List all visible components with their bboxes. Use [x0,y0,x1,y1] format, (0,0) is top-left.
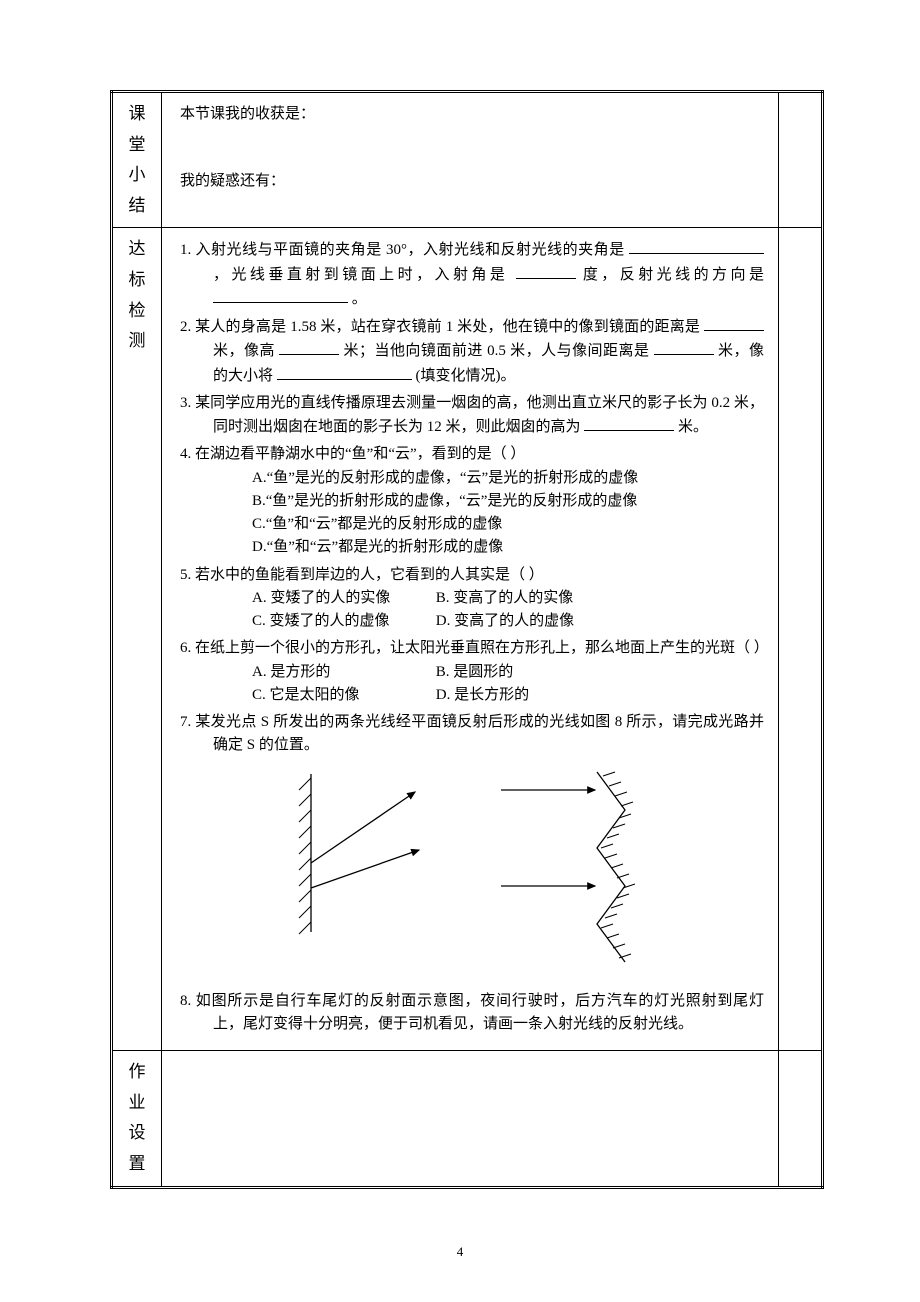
q5-opt-a: A. 变矮了的人的实像 [252,587,417,610]
blank [279,339,339,355]
q5-stem: 5. 若水中的鱼能看到岸边的人，它看到的人其实是（ ） [180,567,544,583]
blank [629,238,764,254]
q8-stem: 8. 如图所示是自行车尾灯的反射面示意图，夜间行驶时，后方汽车的灯光照射到尾灯上… [180,993,764,1032]
blank [213,287,348,303]
label-char: 检 [115,296,159,327]
label-char: 堂 [115,130,159,161]
label-char: 测 [115,326,159,357]
blank [704,315,764,331]
summary-label: 课 堂 小 结 [112,92,162,228]
retroreflector-diagram [497,768,657,978]
q2-text-a: 2. 某人的身高是 1.58 米，站在穿衣镜前 1 米处，他在镜中的像到镜面的距… [180,319,700,335]
quiz-content: 1. 入射光线与平面镜的夹角是 30°，入射光线和反射光线的夹角是 ，光线垂直射… [162,228,779,1051]
label-char: 标 [115,265,159,296]
q4-opt-b: B.“鱼”是光的折射形成的虚像，“云”是光的反射形成的虚像 [252,490,764,513]
homework-notes [779,1051,823,1187]
q7-stem: 7. 某发光点 S 所发出的两条光线经平面镜反射后形成的光线如图 8 所示，请完… [180,714,764,753]
summary-row: 课 堂 小 结 本节课我的收获是： 我的疑惑还有： [112,92,823,228]
question-6: 6. 在纸上剪一个很小的方形孔，让太阳光垂直照在方形孔上，那么地面上产生的光斑（… [180,637,764,707]
homework-content [162,1051,779,1187]
homework-row: 作 业 设 置 [112,1051,823,1187]
homework-label: 作 业 设 置 [112,1051,162,1187]
q6-opt-d: D. 是长方形的 [436,684,601,707]
question-4: 4. 在湖边看平静湖水中的“鱼”和“云”，看到的是（ ） A.“鱼”是光的反射形… [180,443,764,559]
blank [654,339,714,355]
figure-row [180,768,764,978]
label-char: 课 [115,99,159,130]
worksheet-table: 课 堂 小 结 本节课我的收获是： 我的疑惑还有： 达 标 [110,90,824,1189]
q6-stem: 6. 在纸上剪一个很小的方形孔，让太阳光垂直照在方形孔上，那么地面上产生的光斑（… [180,640,769,656]
q4-opt-a: A.“鱼”是光的反射形成的虚像，“云”是光的折射形成的虚像 [252,467,764,490]
worksheet-page: 课 堂 小 结 本节课我的收获是： 我的疑惑还有： 达 标 [0,0,920,1302]
summary-content: 本节课我的收获是： 我的疑惑还有： [162,92,779,228]
question-5: 5. 若水中的鱼能看到岸边的人，它看到的人其实是（ ） A. 变矮了的人的实像 … [180,564,764,634]
label-char: 业 [115,1088,159,1119]
q1-text-b: ，光线垂直射到镜面上时，入射角是 [213,267,508,283]
q2-text-e: (填变化情况)。 [416,368,516,384]
quiz-label: 达 标 检 测 [112,228,162,1051]
q3-text-b: 米。 [678,419,708,435]
q2-text-c: 米；当他向镜面前进 0.5 米，人与像间距离是 [343,343,649,359]
q1-text-a: 1. 入射光线与平面镜的夹角是 30°，入射光线和反射光线的夹角是 [180,242,625,258]
q6-opt-a: A. 是方形的 [252,661,417,684]
question-2: 2. 某人的身高是 1.58 米，站在穿衣镜前 1 米处，他在镜中的像到镜面的距… [180,315,764,388]
q1-text-d: 。 [352,291,367,307]
q4-opt-c: C.“鱼”和“云”都是光的反射形成的虚像 [252,513,764,536]
q5-opt-d: D. 变高了的人的虚像 [436,610,601,633]
q3-text-a: 3. 某同学应用光的直线传播原理去测量一烟囱的高，他测出直立米尺的影子长为 0.… [180,395,764,435]
summary-notes [779,92,823,228]
q4-stem: 4. 在湖边看平静湖水中的“鱼”和“云”，看到的是（ ） [180,446,525,462]
q6-opt-b: B. 是圆形的 [436,661,601,684]
question-7: 7. 某发光点 S 所发出的两条光线经平面镜反射后形成的光线如图 8 所示，请完… [180,711,764,758]
quiz-notes [779,228,823,1051]
mirror-diagram [287,768,437,938]
question-3: 3. 某同学应用光的直线传播原理去测量一烟囱的高，他测出直立米尺的影子长为 0.… [180,392,764,440]
question-8: 8. 如图所示是自行车尾灯的反射面示意图，夜间行驶时，后方汽车的灯光照射到尾灯上… [180,990,764,1037]
q2-text-b: 米，像高 [213,343,275,359]
summary-gain: 本节课我的收获是： [180,103,764,126]
label-char: 设 [115,1118,159,1149]
summary-doubt: 我的疑惑还有： [180,170,764,193]
label-char: 结 [115,191,159,222]
quiz-row: 达 标 检 测 1. 入射光线与平面镜的夹角是 30°，入射光线和反射光线的夹角… [112,228,823,1051]
q5-opt-c: C. 变矮了的人的虚像 [252,610,417,633]
blank [516,263,576,279]
blank [584,415,674,431]
q4-opt-d: D.“鱼”和“云”都是光的折射形成的虚像 [252,536,764,559]
question-1: 1. 入射光线与平面镜的夹角是 30°，入射光线和反射光线的夹角是 ，光线垂直射… [180,238,764,311]
q5-opt-b: B. 变高了的人的实像 [436,587,601,610]
label-char: 达 [115,234,159,265]
q1-text-c: 度，反射光线的方向是 [583,267,764,283]
label-char: 置 [115,1149,159,1180]
label-char: 作 [115,1057,159,1088]
q6-opt-c: C. 它是太阳的像 [252,684,417,707]
page-number: 4 [0,1242,920,1262]
label-char: 小 [115,160,159,191]
blank [277,364,412,380]
